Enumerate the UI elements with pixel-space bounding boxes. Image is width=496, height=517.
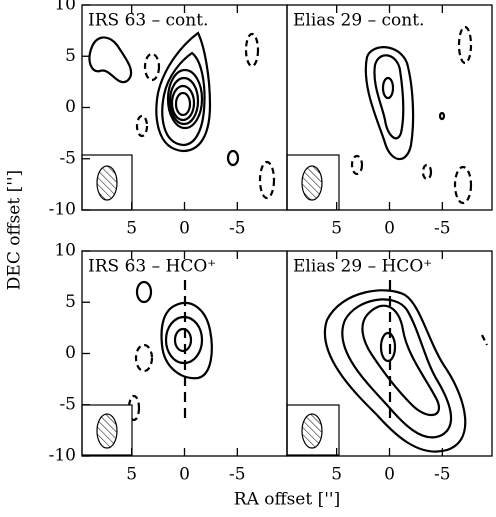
y-tick-label: -5: [59, 394, 76, 414]
panel-title: Elias 29 – HCO⁺: [293, 257, 432, 277]
y-tick-label: 10: [54, 0, 76, 15]
x-axis-label: RA offset ['']: [234, 490, 340, 510]
x-tick-label: 0: [384, 465, 395, 485]
beam: [286, 154, 340, 211]
x-tick-label: 5: [331, 465, 342, 485]
x-tick-label: 5: [126, 219, 137, 239]
x-tick-label: -5: [229, 465, 246, 485]
contours: [127, 280, 213, 422]
x-tick-label: -5: [434, 465, 451, 485]
y-tick-label: 5: [65, 292, 76, 312]
contours: [323, 280, 488, 453]
beam: [81, 404, 133, 456]
panel-title: IRS 63 – cont.: [88, 11, 208, 31]
y-tick-label: 5: [65, 46, 76, 66]
y-tick-label: -5: [59, 148, 76, 168]
x-tick-label: -5: [229, 219, 246, 239]
contours: [88, 31, 276, 200]
beam: [286, 404, 340, 456]
x-tick-label: 0: [384, 219, 395, 239]
panel-title: Elias 29 – cont.: [293, 11, 424, 31]
y-tick-label: 0: [65, 343, 76, 363]
beam: [81, 154, 133, 211]
y-axis-label: DEC offset ['']: [5, 170, 25, 290]
y-tick-label: 0: [65, 97, 76, 117]
x-tick-label: 0: [179, 219, 190, 239]
contours: [350, 25, 473, 205]
x-tick-label: 0: [179, 465, 190, 485]
y-tick-label: 10: [54, 241, 76, 261]
x-tick-label: -5: [434, 219, 451, 239]
x-tick-label: 5: [331, 219, 342, 239]
x-tick-label: 5: [126, 465, 137, 485]
y-tick-label: -10: [49, 446, 76, 466]
panel-title: IRS 63 – HCO⁺: [88, 257, 216, 277]
y-tick-label: -10: [49, 200, 76, 220]
